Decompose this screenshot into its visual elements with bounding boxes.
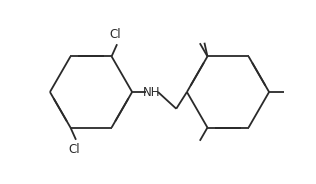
Text: Cl: Cl [69,143,80,156]
Text: Cl: Cl [110,28,121,41]
Text: NH: NH [143,86,161,98]
